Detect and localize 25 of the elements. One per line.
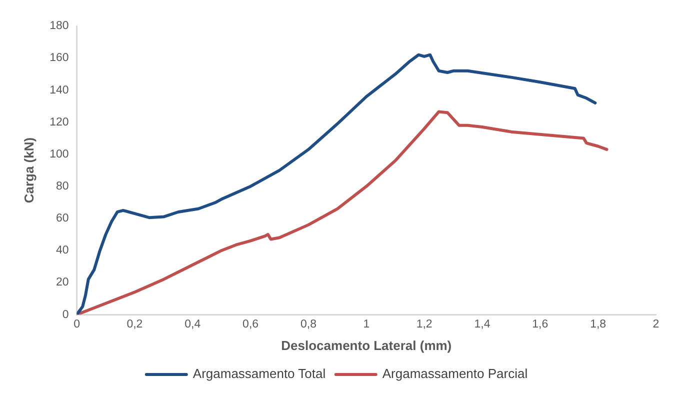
y-tick-label: 80 <box>56 180 69 193</box>
y-tick-label: 0 <box>62 308 69 321</box>
x-tick-label: 0,4 <box>184 318 202 331</box>
y-tick-label: 140 <box>50 84 69 96</box>
y-tick-label: 180 <box>50 20 69 32</box>
y-tick-label: 100 <box>50 148 69 160</box>
legend-label: Argamassamento Total <box>192 366 326 382</box>
x-tick-label: 1 <box>363 318 370 331</box>
x-tick-label: 0 <box>74 318 80 331</box>
x-tick-label: 2 <box>652 318 660 331</box>
x-tick-label: 0,2 <box>126 318 143 331</box>
x-tick-label: 1,8 <box>590 318 606 331</box>
y-tick-label: 20 <box>56 276 69 289</box>
x-tick-label: 1,4 <box>474 318 491 331</box>
y-tick-label: 160 <box>50 52 69 64</box>
x-tick-label: 1,6 <box>532 318 548 331</box>
y-tick-label: 40 <box>56 244 69 257</box>
x-tick-label: 1,2 <box>416 318 432 331</box>
x-axis-title: Deslocamento Lateral (mm) <box>281 338 452 353</box>
legend-label: Argamassamento Parcial <box>382 366 528 382</box>
y-tick-label: 60 <box>56 212 69 225</box>
x-tick-label: 0,8 <box>300 318 316 331</box>
y-tick-label: 120 <box>50 116 69 128</box>
x-tick-label: 0,6 <box>242 318 259 331</box>
y-axis-title: Carga (kN) <box>21 137 36 204</box>
